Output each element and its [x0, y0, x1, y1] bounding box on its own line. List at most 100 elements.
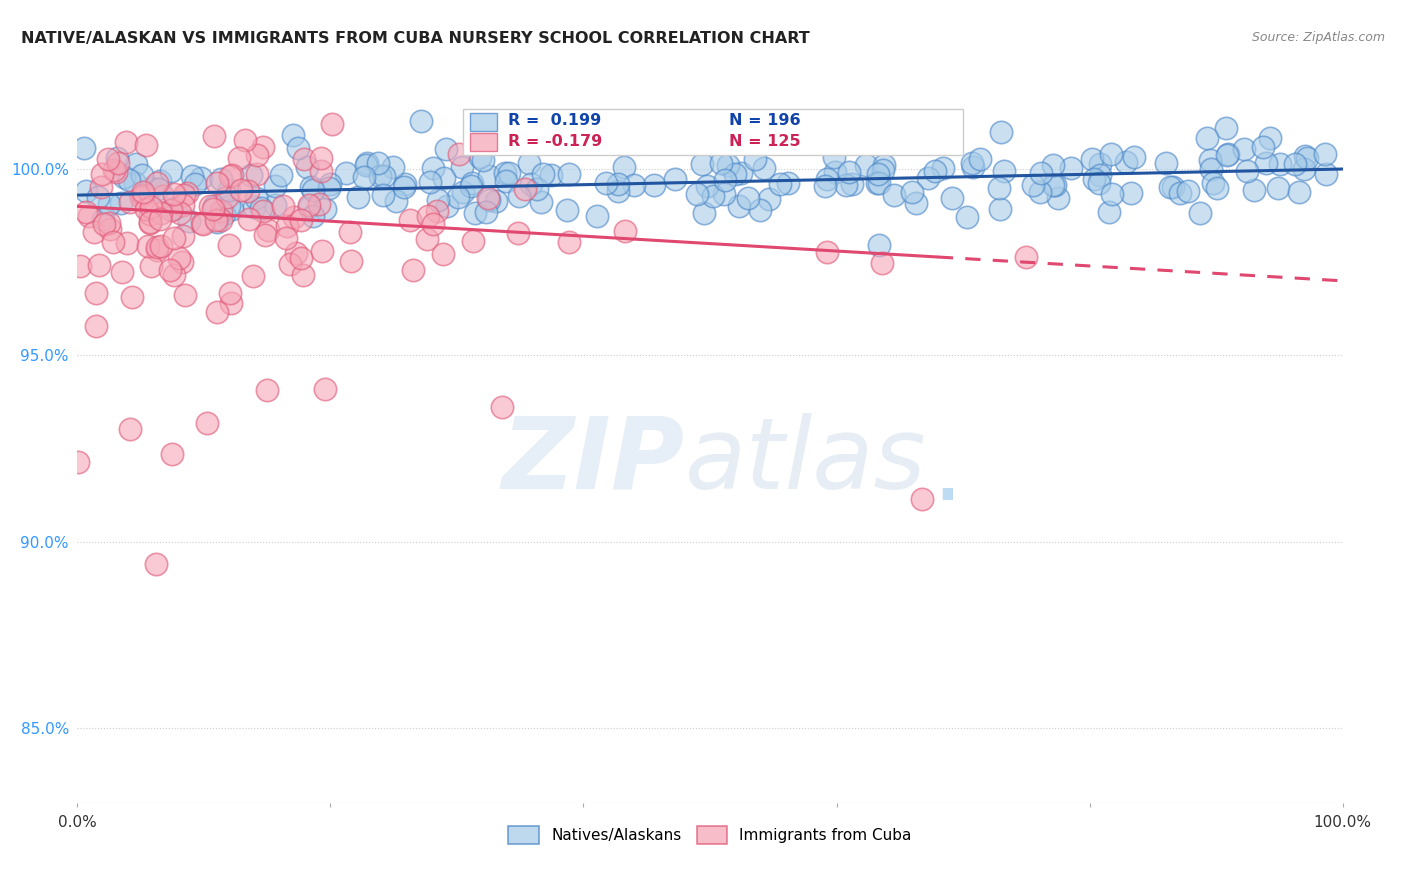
- Point: [422, 161, 444, 176]
- Point: [917, 171, 939, 186]
- Point: [540, 168, 562, 182]
- Point: [283, 211, 305, 225]
- Point: [202, 128, 225, 143]
- Point: [150, 206, 173, 220]
- Point: [146, 244, 169, 258]
- Point: [434, 142, 457, 156]
- Point: [1101, 186, 1123, 201]
- Point: [558, 168, 581, 182]
- Point: [209, 172, 232, 186]
- Point: [219, 285, 242, 300]
- Point: [87, 258, 110, 272]
- Point: [281, 128, 304, 142]
- Point: [823, 150, 845, 164]
- Point: [367, 155, 389, 169]
- Point: [302, 183, 325, 197]
- Point: [498, 166, 520, 180]
- Point: [141, 259, 163, 273]
- Point: [607, 184, 630, 198]
- Point: [613, 160, 636, 174]
- Point: [292, 152, 315, 166]
- Point: [1047, 191, 1070, 205]
- Point: [1260, 131, 1282, 145]
- Point: [149, 173, 172, 187]
- Point: [228, 151, 250, 165]
- Point: [1215, 120, 1237, 135]
- Point: [173, 188, 195, 202]
- Point: [180, 169, 202, 183]
- Point: [1267, 181, 1289, 195]
- Point: [1205, 181, 1227, 195]
- Point: [172, 198, 194, 212]
- Point: [776, 176, 799, 190]
- Point: [1215, 147, 1237, 161]
- Point: [472, 153, 495, 167]
- Point: [911, 492, 934, 507]
- Point: [381, 161, 404, 175]
- Point: [478, 193, 501, 207]
- Point: [124, 177, 146, 191]
- Point: [238, 211, 260, 226]
- Point: [280, 257, 302, 271]
- Point: [1288, 185, 1310, 199]
- Point: [686, 186, 709, 201]
- Point: [146, 240, 169, 254]
- Point: [160, 202, 183, 216]
- Point: [422, 218, 444, 232]
- Text: .: .: [932, 424, 963, 521]
- Point: [205, 176, 228, 190]
- Point: [252, 140, 274, 154]
- FancyBboxPatch shape: [470, 133, 498, 151]
- Point: [1029, 166, 1052, 180]
- Point: [103, 162, 125, 177]
- Point: [464, 206, 486, 220]
- Point: [207, 305, 229, 319]
- Point: [1270, 157, 1292, 171]
- Point: [90, 180, 112, 194]
- Point: [866, 176, 889, 190]
- Point: [135, 202, 157, 216]
- Point: [924, 163, 946, 178]
- Point: [221, 202, 243, 217]
- Point: [433, 171, 456, 186]
- Point: [585, 209, 607, 223]
- Point: [394, 177, 416, 191]
- Point: [873, 159, 896, 173]
- Point: [309, 164, 332, 178]
- Point: [1043, 178, 1066, 192]
- Point: [595, 176, 617, 190]
- Point: [1088, 176, 1111, 190]
- Point: [159, 263, 181, 277]
- Point: [75, 184, 97, 198]
- Point: [105, 151, 128, 165]
- Point: [416, 209, 439, 223]
- Point: [308, 197, 330, 211]
- Point: [1022, 178, 1045, 193]
- Point: [160, 447, 183, 461]
- Point: [373, 169, 395, 184]
- Point: [868, 238, 890, 252]
- Point: [93, 212, 115, 227]
- Point: [477, 191, 499, 205]
- Point: [1195, 131, 1218, 145]
- Point: [257, 223, 280, 237]
- Point: [353, 169, 375, 184]
- Point: [990, 125, 1012, 139]
- Point: [135, 137, 157, 152]
- Point: [145, 557, 167, 571]
- Point: [1236, 164, 1258, 178]
- Point: [179, 214, 201, 228]
- Point: [287, 141, 309, 155]
- Point: [290, 251, 312, 265]
- Point: [163, 187, 186, 202]
- Point: [526, 182, 548, 196]
- Text: N = 125: N = 125: [730, 134, 800, 149]
- Point: [121, 290, 143, 304]
- Point: [73, 140, 96, 154]
- Point: [215, 190, 238, 204]
- Point: [93, 217, 115, 231]
- Point: [941, 191, 963, 205]
- Point: [118, 422, 141, 436]
- Point: [409, 113, 432, 128]
- Point: [868, 167, 890, 181]
